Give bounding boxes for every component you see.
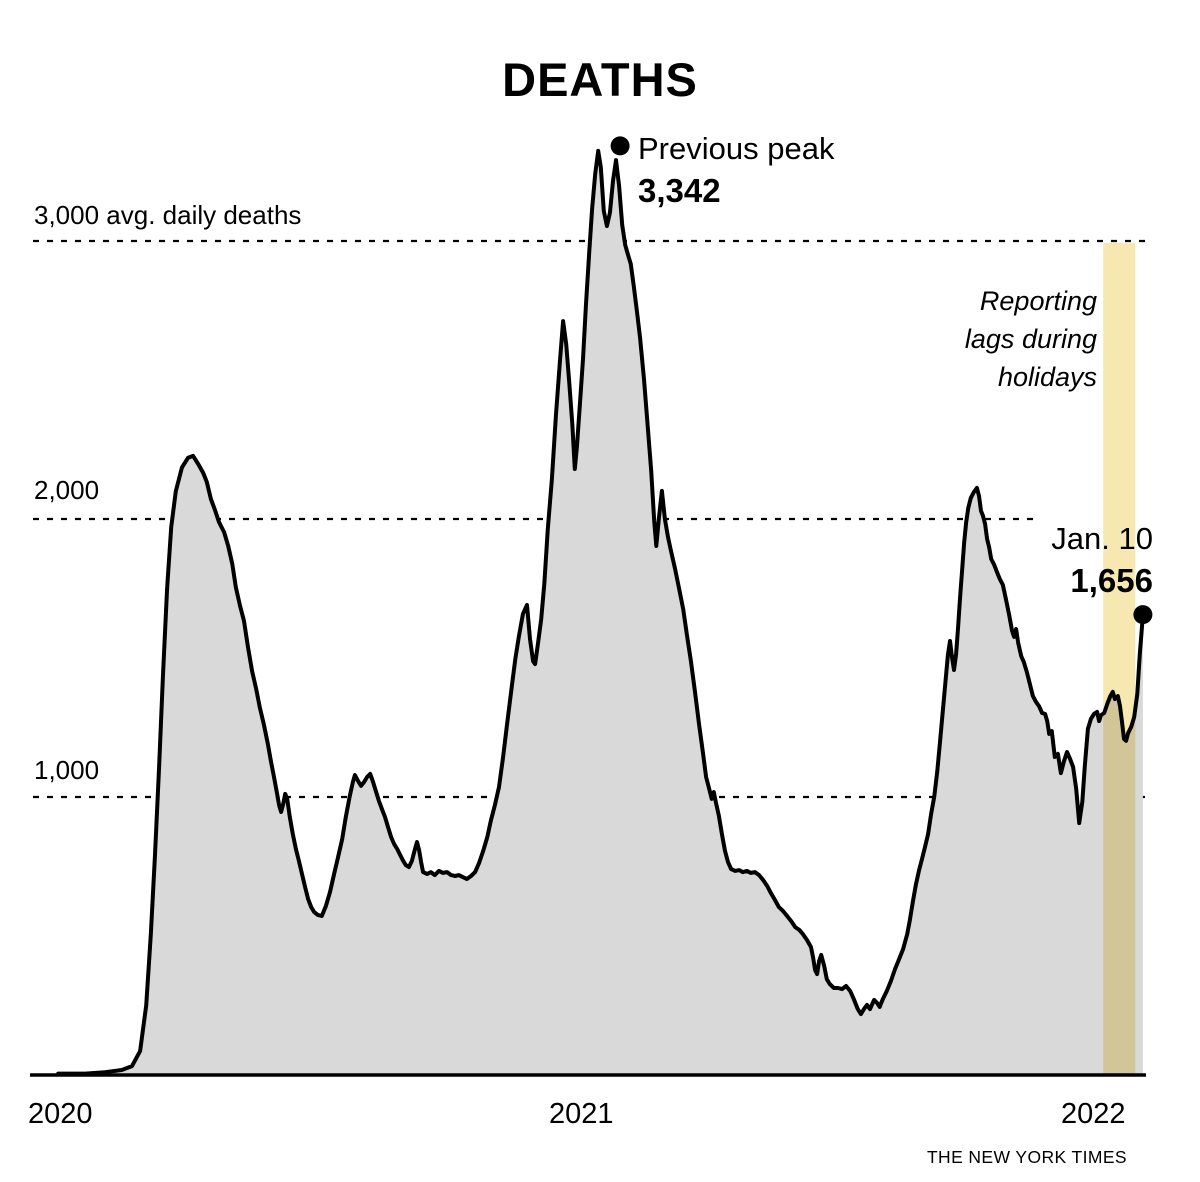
holiday-band <box>1103 243 1136 1075</box>
x-tick-2020: 2020 <box>28 1098 93 1130</box>
latest-date-label: Jan. 10 <box>1051 521 1153 556</box>
holiday-note-line-2: lags during <box>964 324 1097 354</box>
deaths-area <box>58 150 1143 1075</box>
latest-point-dot <box>1133 605 1153 625</box>
previous-peak-dot <box>610 136 630 156</box>
y-axis-label-1000: 1,000 <box>34 755 100 785</box>
y-axis-label-2000: 2,000 <box>34 475 100 505</box>
x-tick-2022: 2022 <box>1061 1098 1126 1130</box>
holiday-note-line-1: Reporting <box>979 286 1097 316</box>
holiday-note: Reporting lags during holidays <box>965 282 1097 396</box>
latest-point-annotation: Jan. 10 1,656 <box>1051 518 1153 602</box>
y-axis-label-3000: 3,000 avg. daily deaths <box>34 200 302 230</box>
x-tick-2021: 2021 <box>549 1098 614 1130</box>
latest-value: 1,656 <box>1070 562 1153 599</box>
previous-peak-label: Previous peak <box>638 131 835 166</box>
previous-peak-annotation: Previous peak 3,342 <box>638 128 834 212</box>
holiday-note-line-3: holidays <box>997 362 1097 392</box>
chart-title: DEATHS <box>502 53 698 106</box>
deaths-line <box>56 148 1145 1076</box>
source-credit: THE NEW YORK TIMES <box>926 1147 1127 1167</box>
previous-peak-value: 3,342 <box>638 172 721 209</box>
